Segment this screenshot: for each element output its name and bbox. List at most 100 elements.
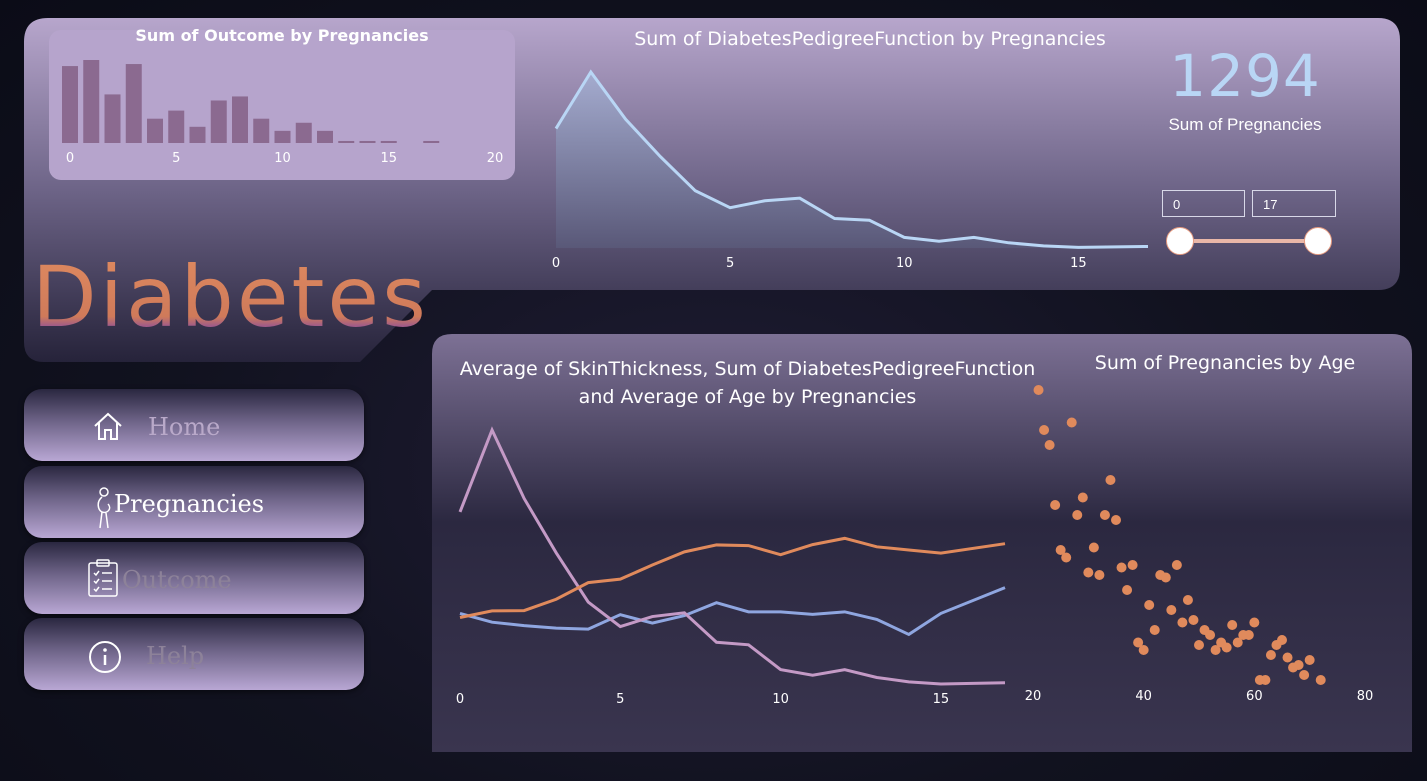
scatter-point xyxy=(1243,630,1254,640)
scatter-point xyxy=(1221,642,1232,653)
bar-outcome-14 xyxy=(359,140,376,143)
bar-x-tick: 10 xyxy=(274,151,291,166)
scatter-point xyxy=(1072,510,1083,520)
scatter-point xyxy=(1227,620,1238,630)
bar-outcome-4 xyxy=(147,118,163,143)
bar-outcome-5 xyxy=(168,110,185,143)
scatter-chart-title: Sum of Pregnancies by Age xyxy=(1094,352,1356,374)
bar-outcome-17 xyxy=(423,140,440,143)
bar-x-tick: 15 xyxy=(380,151,397,166)
scatter-point xyxy=(1083,567,1094,578)
line-x-tick: 0 xyxy=(456,692,464,707)
scatter-x-tick: 60 xyxy=(1246,689,1263,704)
line-x-tick: 5 xyxy=(616,692,624,707)
range-slider-track[interactable] xyxy=(1180,239,1318,243)
scatter-point xyxy=(1088,542,1099,553)
scatter-point xyxy=(1061,552,1072,563)
bar-outcome-1 xyxy=(83,60,100,143)
scatter-point xyxy=(1160,572,1171,583)
scatter-point xyxy=(1039,425,1050,435)
range-slider-max-handle[interactable] xyxy=(1304,227,1332,255)
bar-x-tick: 0 xyxy=(66,151,74,166)
bar-outcome-12 xyxy=(317,130,333,143)
bar-outcome-0 xyxy=(62,66,78,143)
dpf-area-fill xyxy=(556,72,1148,248)
scatter-point xyxy=(1232,637,1243,648)
dpf-area-chart: 0 5 10 15 xyxy=(552,69,1149,271)
line-series-1 xyxy=(458,426,1006,686)
scatter-point xyxy=(1105,475,1116,485)
bar-outcome-2 xyxy=(104,94,121,143)
outcome-bar-chart: 0 5 10 15 20 xyxy=(62,60,504,166)
area-x-tick: 5 xyxy=(726,256,734,271)
scatter-point xyxy=(1044,440,1055,450)
scatter-point xyxy=(1094,570,1105,580)
scatter-point xyxy=(1033,385,1044,395)
scatter-point xyxy=(1066,417,1077,428)
scatter-point xyxy=(1171,560,1182,570)
nav-outcome-button[interactable]: Outcome xyxy=(24,542,364,614)
scatter-point xyxy=(1315,675,1326,685)
nav-pregnancies-label: Pregnancies xyxy=(114,490,265,518)
bar-outcome-10 xyxy=(274,130,291,143)
scatter-point xyxy=(1260,675,1271,685)
scatter-point xyxy=(1133,637,1144,648)
bar-x-tick: 20 xyxy=(487,151,504,166)
scatter-point xyxy=(1210,645,1221,655)
nav-home-button[interactable]: Home xyxy=(24,389,364,461)
scatter-point xyxy=(1188,615,1199,625)
bar-outcome-3 xyxy=(125,64,142,143)
line-series-0 xyxy=(459,586,1006,637)
scatter-point xyxy=(1099,510,1110,520)
bar-outcome-13 xyxy=(338,140,355,143)
scatter-point xyxy=(1127,560,1138,570)
dpf-chart-title: Sum of DiabetesPedigreeFunction by Pregn… xyxy=(634,28,1106,50)
bar-outcome-6 xyxy=(189,126,206,143)
scatter-x-tick: 40 xyxy=(1135,689,1152,704)
scatter-point xyxy=(1194,640,1204,650)
scatter-point xyxy=(1050,500,1061,510)
range-min-input[interactable]: 0 xyxy=(1162,190,1245,217)
bar-outcome-8 xyxy=(232,96,248,143)
age-scatter-chart: 20 40 60 80 xyxy=(1025,385,1374,704)
clipboard-icon xyxy=(86,558,120,603)
scatter-point xyxy=(1144,600,1155,610)
scatter-x-tick: 80 xyxy=(1357,689,1374,704)
combo-line-chart-title: Average of SkinThickness, Sum of Diabete… xyxy=(459,358,1036,408)
dashboard-title: Diabetes xyxy=(32,248,429,346)
scatter-point xyxy=(1177,617,1188,628)
bar-outcome-11 xyxy=(295,122,312,143)
dpf-area-line xyxy=(554,69,1149,249)
nav-help-label: Help xyxy=(146,642,205,670)
scatter-point xyxy=(1111,515,1121,525)
range-slider-min-handle[interactable] xyxy=(1166,227,1194,255)
nav-outcome-label: Outcome xyxy=(122,566,232,594)
bar-outcome-7 xyxy=(210,100,227,143)
line-series-2 xyxy=(459,536,1006,619)
scatter-point xyxy=(1055,545,1066,555)
combo-line-chart: 0 5 10 15 xyxy=(456,426,1006,707)
bar-outcome-9 xyxy=(253,118,270,143)
nav-pregnancies-button[interactable]: Pregnancies xyxy=(24,466,364,538)
scatter-x-tick: 20 xyxy=(1025,689,1042,704)
scatter-point xyxy=(1293,660,1304,670)
area-x-tick: 0 xyxy=(552,256,560,271)
kpi-value: 1294 xyxy=(1169,42,1321,110)
kpi-label: Sum of Pregnancies xyxy=(1168,115,1322,134)
scatter-point xyxy=(1249,617,1260,628)
scatter-point xyxy=(1122,585,1133,595)
home-icon xyxy=(92,411,124,446)
area-x-tick: 15 xyxy=(1070,256,1087,271)
scatter-point xyxy=(1138,645,1149,655)
scatter-point xyxy=(1166,605,1177,615)
nav-home-label: Home xyxy=(148,413,221,441)
scatter-point xyxy=(1149,625,1160,635)
bar-outcome-15 xyxy=(380,140,397,143)
scatter-point xyxy=(1304,655,1315,665)
range-max-input[interactable]: 17 xyxy=(1252,190,1336,217)
scatter-point xyxy=(1299,670,1310,680)
line-x-tick: 15 xyxy=(933,692,950,707)
pregnancy-icon xyxy=(92,486,118,535)
nav-help-button[interactable]: Help xyxy=(24,618,364,690)
scatter-point xyxy=(1182,595,1193,605)
